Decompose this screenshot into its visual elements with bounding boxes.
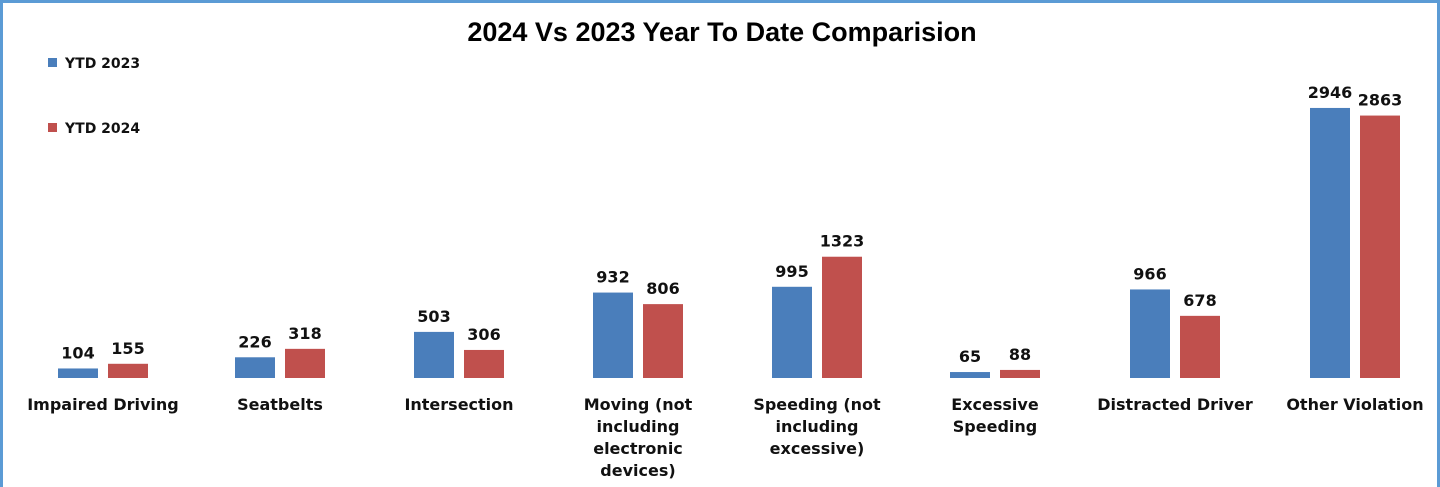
bar-5-2 <box>822 256 862 378</box>
data-label-6-1: 65 <box>959 347 981 366</box>
bar-2-1 <box>235 357 275 378</box>
data-label-5-2: 1323 <box>820 232 865 251</box>
bar-8-1 <box>1310 107 1350 378</box>
data-label-5-1: 995 <box>775 262 808 281</box>
bar-4-1 <box>593 292 633 378</box>
category-labels-group: Impaired Driving Seatbelts Intersection Mov… <box>27 395 1423 480</box>
category-label-3: Intersection <box>404 395 513 414</box>
chart-title: 2024 Vs 2023 Year To Date Comparision <box>467 17 976 47</box>
data-label-7-2: 678 <box>1183 291 1216 310</box>
data-label-8-1: 2946 <box>1308 83 1353 102</box>
legend-swatch-2 <box>48 123 57 132</box>
legend: YTD 2023 YTD 2024 <box>48 56 140 137</box>
data-label-2-2: 318 <box>288 324 321 343</box>
category-label-4: Moving (not including electronic devices) <box>584 395 693 480</box>
category-label-6: Excessive Speeding <box>951 395 1039 436</box>
data-label-2-1: 226 <box>238 332 271 351</box>
legend-label-1: YTD 2023 <box>64 56 140 72</box>
category-label-2: Seatbelts <box>237 395 323 414</box>
data-label-3-2: 306 <box>467 325 500 344</box>
data-label-4-1: 932 <box>596 268 629 287</box>
bar-7-2 <box>1180 315 1220 378</box>
data-label-8-2: 2863 <box>1358 91 1403 110</box>
category-label-1: Impaired Driving <box>27 395 179 414</box>
category-label-8: Other Violation <box>1286 395 1423 414</box>
category-label-5: Speeding (not including excessive) <box>753 395 881 458</box>
bar-8-2 <box>1360 115 1400 378</box>
bar-2-2 <box>285 348 325 378</box>
bar-7-1 <box>1130 289 1170 378</box>
bar-1-1 <box>58 368 98 378</box>
data-label-6-2: 88 <box>1009 345 1031 364</box>
data-label-4-2: 806 <box>646 279 679 298</box>
bar-3-2 <box>464 349 504 378</box>
bar-1-2 <box>108 363 148 378</box>
legend-label-2: YTD 2024 <box>64 121 140 137</box>
legend-swatch-1 <box>48 58 57 67</box>
data-label-7-1: 966 <box>1133 264 1166 283</box>
bars-group <box>58 107 1400 378</box>
bar-5-1 <box>772 286 812 378</box>
bar-3-1 <box>414 331 454 378</box>
data-labels-group: 104 155 226 318 503 306 932 806 995 1323 65 88 966 67… <box>61 83 1402 366</box>
data-label-3-1: 503 <box>417 307 450 326</box>
category-label-7: Distracted Driver <box>1097 395 1253 414</box>
data-label-1-1: 104 <box>61 343 94 362</box>
bar-6-2 <box>1000 369 1040 378</box>
bar-6-1 <box>950 372 990 378</box>
bar-4-2 <box>643 304 683 378</box>
data-label-1-2: 155 <box>111 339 144 358</box>
